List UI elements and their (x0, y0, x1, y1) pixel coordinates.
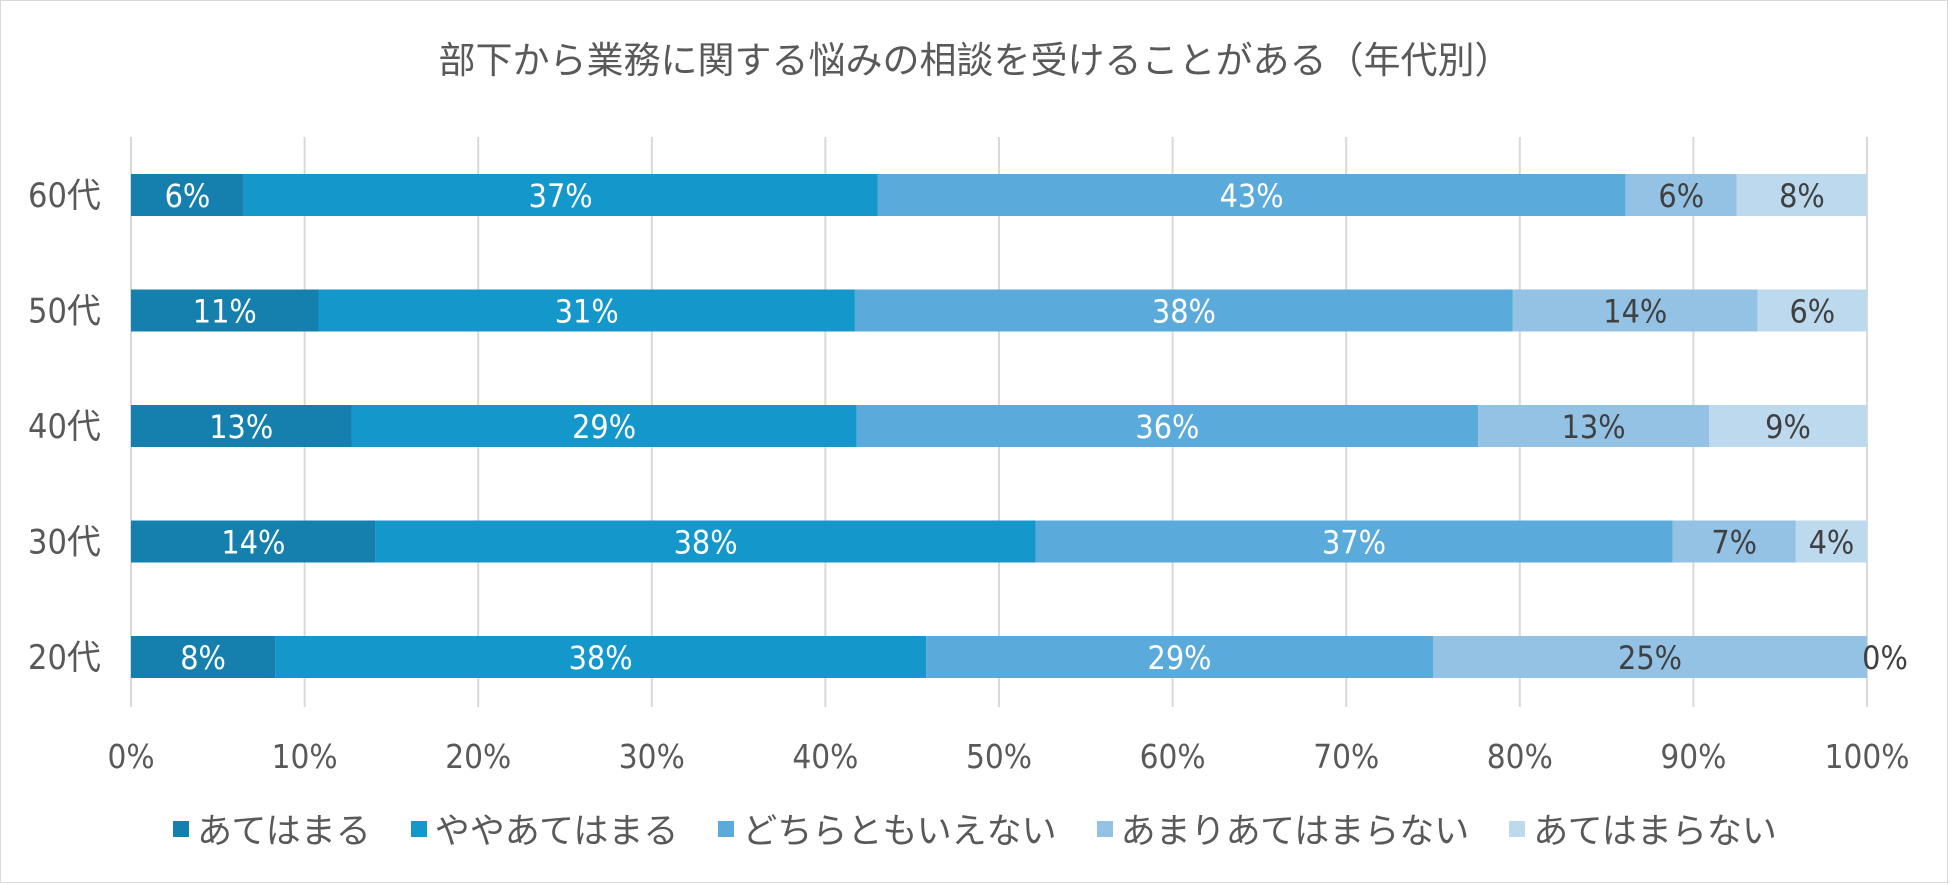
legend-label: あてはまらない (1533, 812, 1777, 852)
data-label: 36% (1135, 408, 1199, 446)
data-labels: 6% 37% 43% 6% 8% 11% 31% 38% 14% 6% 13% 29% 36% 13% 9%… (165, 177, 1908, 677)
x-tick-label: 30% (619, 737, 685, 776)
category-label: 50代 (28, 292, 101, 332)
chart-title: 部下から業務に関する悩みの相談を受けることがある（年代別） (438, 39, 1512, 82)
x-tick-label: 0% (107, 737, 154, 776)
data-label: 13% (1562, 408, 1626, 446)
x-tick-label: 90% (1660, 737, 1726, 776)
data-label: 29% (572, 408, 636, 446)
legend: あてはまる ややあてはまる どちらともいえない あまりあてはまらない あてはまらない (0, 803, 1950, 854)
bar-segment (1433, 636, 1867, 678)
category-label: 30代 (28, 523, 101, 563)
data-label: 4% (1809, 524, 1855, 562)
data-label: 6% (165, 177, 211, 215)
bar-segment (1795, 520, 1867, 563)
bar-segment (318, 289, 855, 332)
bar-segment (131, 520, 376, 563)
data-label: 38% (674, 524, 738, 562)
x-tick-label: 70% (1313, 737, 1379, 776)
x-tick-label: 100% (1825, 737, 1910, 776)
bar-segment (1478, 405, 1710, 447)
legend-swatch (173, 820, 190, 837)
data-label: 29% (1148, 639, 1212, 677)
bar-segment (1709, 405, 1867, 447)
x-tick-label: 60% (1140, 737, 1206, 776)
data-label: 8% (180, 639, 226, 677)
bar-segment (926, 636, 1433, 678)
data-label: 6% (1789, 293, 1835, 331)
legend-swatch (1509, 820, 1526, 837)
data-label: 7% (1711, 524, 1757, 562)
bar-segment (1672, 520, 1796, 563)
bar-segment (243, 174, 878, 216)
plot-area: 6% 37% 43% 6% 8% 11% 31% 38% 14% 6% 13% 29% 36% 13% 9%… (28, 137, 1909, 776)
bar-segment (1512, 289, 1758, 332)
legend-swatch (1096, 820, 1113, 837)
data-label: 14% (221, 524, 285, 562)
legend-label: あまりあてはまらない (1120, 812, 1470, 852)
data-label: 38% (569, 639, 633, 677)
bar-segment (1736, 174, 1867, 216)
category-label: 60代 (28, 176, 101, 216)
data-label: 43% (1220, 177, 1284, 215)
x-tick-label: 80% (1487, 737, 1553, 776)
bar-segment (1757, 289, 1867, 332)
x-tick-label: 10% (272, 737, 338, 776)
legend-label: あてはまる (197, 812, 371, 852)
legend-label: どちらともいえない (742, 812, 1057, 852)
legend-item: あまりあてはまらない (1096, 803, 1470, 854)
data-label: 31% (555, 293, 619, 331)
bar-segment (275, 636, 927, 678)
x-tick-label: 40% (792, 737, 858, 776)
data-label: 0% (1862, 639, 1908, 677)
data-label: 38% (1152, 293, 1216, 331)
data-label: 9% (1765, 408, 1811, 446)
data-label: 14% (1603, 293, 1667, 331)
bar-segment (375, 520, 1036, 563)
legend-swatch (718, 820, 735, 837)
data-label: 37% (529, 177, 593, 215)
x-tick-labels: 0% 10% 20% 30% 40% 50% 60% 70% 80% 90% 100% (107, 737, 1909, 776)
data-label: 25% (1618, 639, 1682, 677)
category-label: 40代 (28, 407, 101, 447)
data-label: 37% (1322, 524, 1386, 562)
bar-segment (131, 636, 276, 678)
legend-item: あてはまる (173, 803, 371, 854)
legend-item: あてはまらない (1509, 803, 1777, 854)
bar-segment (854, 289, 1513, 332)
data-label: 6% (1658, 177, 1704, 215)
bar-segment (131, 289, 319, 332)
bar-segment (1625, 174, 1737, 216)
legend-swatch (410, 820, 427, 837)
legend-item: ややあてはまる (410, 803, 679, 854)
bar-segment (131, 405, 352, 447)
x-tick-label: 50% (966, 737, 1032, 776)
data-label: 11% (193, 293, 257, 331)
bar-segment (877, 174, 1626, 216)
data-label: 8% (1779, 177, 1825, 215)
bar-segment (351, 405, 857, 447)
bars (131, 174, 1867, 678)
bar-segment (1035, 520, 1673, 563)
legend-label: ややあてはまる (434, 812, 679, 852)
bar-segment (131, 174, 244, 216)
legend-item: どちらともいえない (718, 803, 1057, 854)
category-label: 20代 (28, 638, 101, 678)
category-labels: 60代 50代 40代 30代 20代 (28, 176, 101, 678)
x-tick-label: 20% (445, 737, 511, 776)
data-label: 13% (209, 408, 273, 446)
bar-segment (856, 405, 1479, 447)
